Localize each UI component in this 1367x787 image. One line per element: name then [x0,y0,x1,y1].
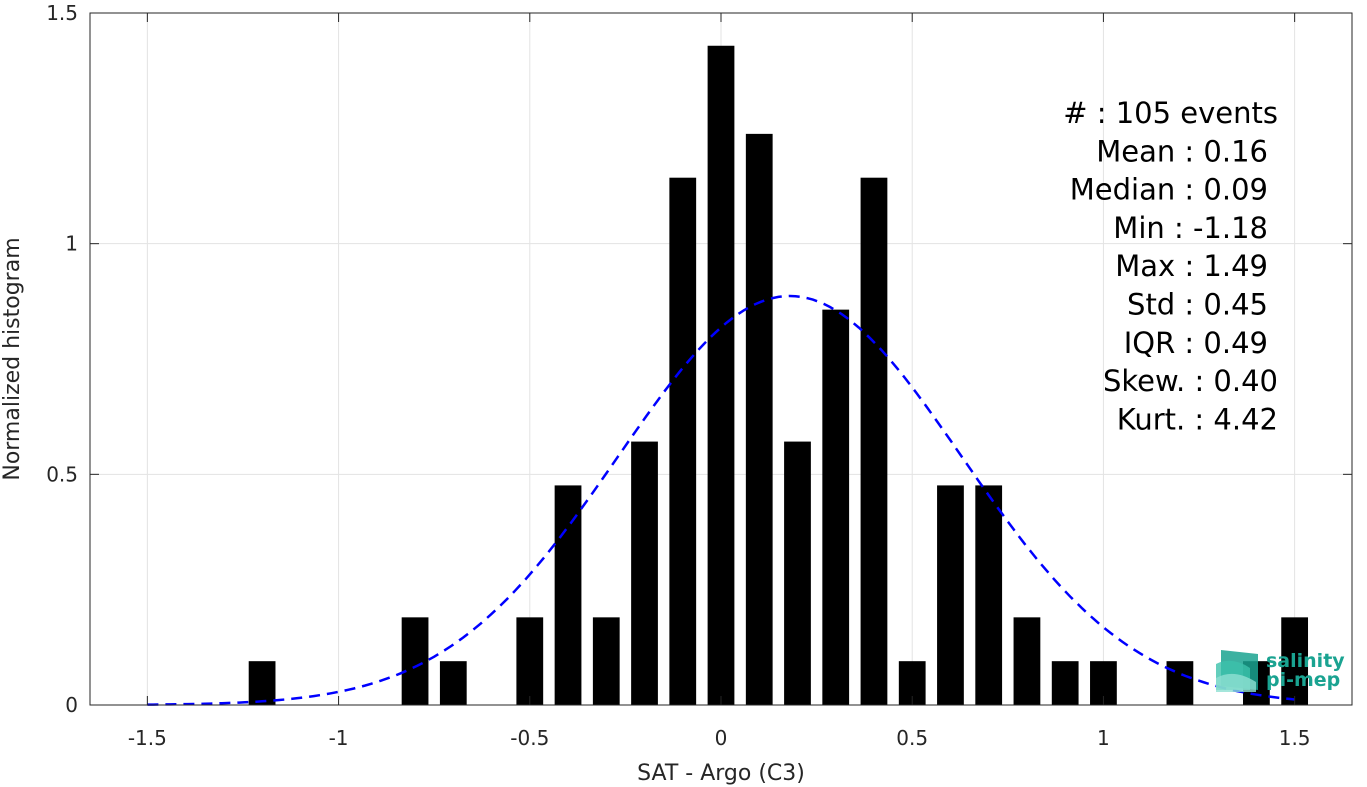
stat-line-1: Mean : 0.16 [1096,134,1268,168]
stat-line-0: # : 105 events [1063,96,1278,130]
histogram-bar-8 [707,45,735,706]
histogram-bar-1 [401,617,429,705]
x-tick-label-6: 1.5 [1279,726,1311,750]
logo-text-line1: salinity [1266,650,1345,672]
histogram-bar-10 [784,441,811,705]
histogram-bar-6 [631,441,658,705]
histogram-bar-9 [745,133,773,706]
y-tick-label-2: 1 [65,232,78,256]
histogram-bar-7 [669,177,697,706]
salinity-pimep-logo: salinity pi-mep [1216,650,1345,692]
histogram-bar-0 [248,661,276,705]
y-tick-label-3: 1.5 [46,1,78,25]
y-axis-label: Normalized histogram [0,237,25,480]
stat-line-6: IQR : 0.49 [1124,326,1268,360]
histogram-bar-12 [860,177,888,706]
histogram-bar-11 [822,309,850,705]
logo-text-line2: pi-mep [1266,669,1340,691]
histogram-bar-5 [592,617,620,705]
stat-line-5: Std : 0.45 [1127,288,1268,322]
y-tick-label-0: 0 [65,693,78,717]
histogram-bar-2 [439,661,467,705]
x-tick-label-5: 1 [1097,726,1110,750]
stat-line-2: Median : 0.09 [1070,173,1268,207]
x-tick-label-0: -1.5 [128,726,167,750]
x-tick-label-3: 0 [715,726,728,750]
stat-line-7: Skew. : 0.40 [1103,364,1278,398]
histogram-bar-16 [1013,617,1041,705]
histogram-bar-14 [937,485,964,705]
statistics-box: # : 105 events Mean : 0.16 Median : 0.09 Mi… [1063,96,1278,436]
stat-line-8: Kurt. : 4.42 [1117,402,1278,436]
x-tick-label-2: -0.5 [510,726,549,750]
histogram-bars [248,45,1309,706]
stat-line-3: Min : -1.18 [1113,211,1268,245]
histogram-bar-4 [554,485,582,705]
histogram-bar-21 [1281,617,1309,705]
stat-line-4: Max : 1.49 [1115,249,1268,283]
x-tick-label-4: 0.5 [896,726,928,750]
wave-logo-icon [1216,650,1258,692]
tick-labels: -1.5 -1 -0.5 0 0.5 1 1.5 0 0.5 1 1.5 [46,1,1352,750]
x-axis-label: SAT - Argo (C3) [637,761,805,786]
histogram-bar-17 [1051,661,1079,705]
histogram-bar-19 [1166,661,1194,705]
histogram-bar-3 [516,617,544,705]
histogram-bar-15 [975,485,1003,705]
x-tick-label-1: -1 [329,726,349,750]
y-tick-label-1: 0.5 [46,462,78,486]
